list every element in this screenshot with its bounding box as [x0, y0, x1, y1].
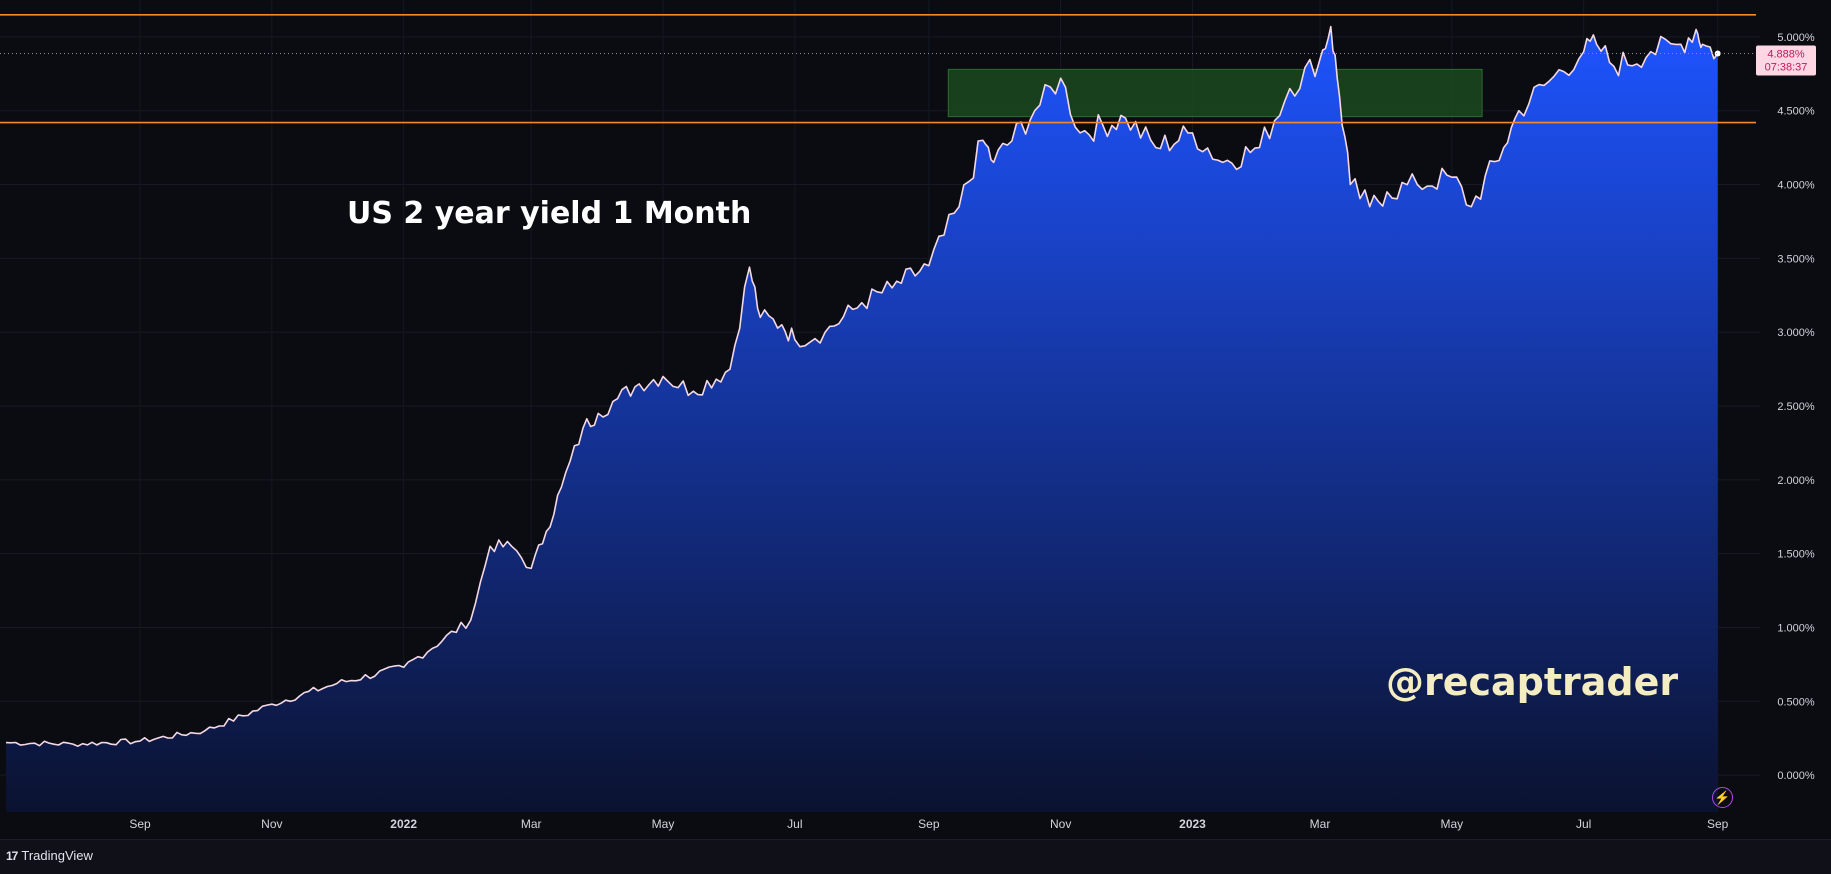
y-tick-label: 2.500% — [1777, 401, 1815, 413]
chart-title: US 2 year yield 1 Month — [347, 196, 752, 231]
x-tick-label: Nov — [1050, 817, 1071, 831]
y-tick-label: 1.000% — [1777, 622, 1815, 634]
series-line — [5, 25, 1719, 747]
y-tick-label: 0.500% — [1777, 696, 1815, 708]
x-tick-label: 2023 — [1179, 817, 1206, 831]
tradingview-mark: 17 — [6, 848, 18, 863]
y-tick-label: 1.500% — [1777, 549, 1815, 561]
y-tick-label: 0.000% — [1777, 770, 1815, 782]
y-tick-label: 3.000% — [1777, 327, 1815, 339]
x-tick-label: May — [1441, 817, 1464, 831]
y-tick-label: 2.000% — [1777, 475, 1815, 487]
y-tick-label: 5.000% — [1777, 32, 1815, 44]
y-tick-label: 4.000% — [1777, 180, 1815, 192]
x-tick-label: Mar — [521, 817, 542, 831]
x-tick-label: Jul — [1576, 817, 1591, 831]
area-fill — [6, 26, 1718, 813]
y-tick-label: 4.500% — [1777, 106, 1815, 118]
watermark-text: @recaptrader — [1386, 660, 1679, 704]
x-tick-label: 2022 — [390, 817, 417, 831]
x-tick-label: Sep — [918, 817, 940, 831]
resistance-zone — [947, 68, 1483, 118]
tradingview-brand: TradingView — [21, 848, 93, 863]
countdown-label: 07:38:37 — [1765, 61, 1808, 73]
x-tick-label: Nov — [261, 817, 282, 831]
x-tick-label: Sep — [1707, 817, 1729, 831]
x-tick-label: Jul — [787, 817, 802, 831]
x-tick-label: Mar — [1310, 817, 1331, 831]
lightning-icon[interactable]: ⚡ — [1712, 787, 1733, 808]
last-value-label: 4.888% — [1767, 48, 1805, 60]
last-point — [1714, 50, 1721, 57]
x-tick-label: Sep — [129, 817, 151, 831]
tradingview-logo[interactable]: 17 TradingView — [6, 848, 93, 863]
footer-bar: 17 TradingView — [0, 839, 1831, 874]
last-value-box — [1756, 45, 1816, 76]
x-tick-label: May — [652, 817, 675, 831]
chart-svg[interactable]: 5.000% 4.500% 4.000% 3.500% 3.000% 2.500% 2.00… — [0, 0, 1831, 839]
y-tick-label: 3.500% — [1777, 253, 1815, 265]
